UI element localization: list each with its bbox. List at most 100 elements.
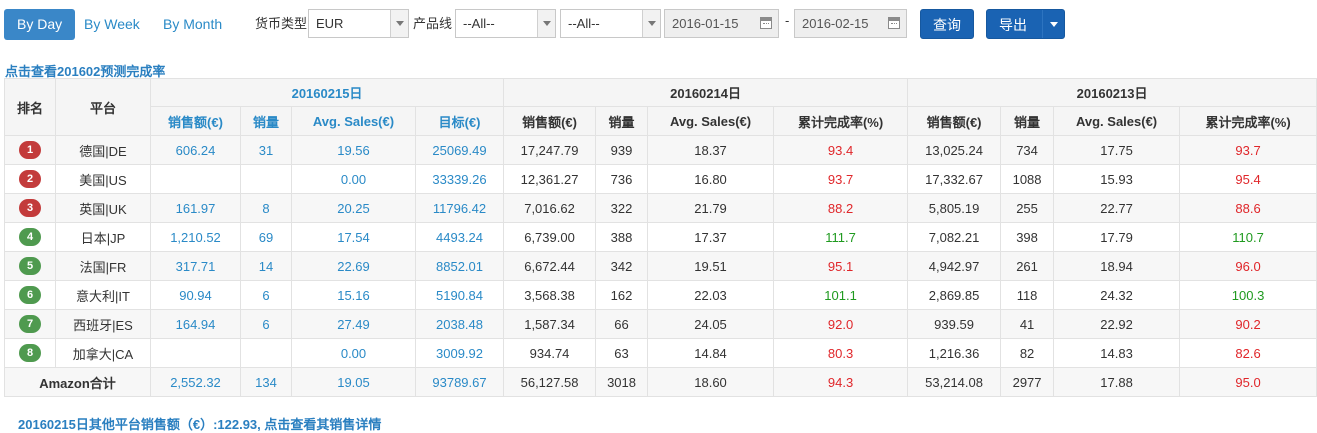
cell-sales: 7,082.21	[907, 222, 1002, 252]
cell-quantity: 118	[1000, 280, 1055, 310]
start-date-value: 2016-01-15	[672, 16, 739, 31]
filter-toolbar: By Day By Week By Month 货币类型 EUR 产品线 --A…	[0, 0, 1317, 48]
rank-badge: 8	[19, 344, 41, 362]
cell-quantity: 1088	[1000, 164, 1055, 194]
other-platforms-sales-link[interactable]: 20160215日其他平台销售额（€）:122.93, 点击查看其销售详情	[18, 417, 382, 432]
currency-select[interactable]: EUR	[308, 9, 409, 38]
cell-sales: 17,247.79	[503, 135, 597, 165]
cell-quantity: 342	[595, 251, 649, 281]
cell-quantity: 8	[240, 193, 292, 223]
cell-quantity: 134	[240, 367, 292, 397]
rank-cell: 2	[4, 164, 56, 194]
cell-avg-sales: 19.05	[291, 367, 416, 397]
cell-platform: 德国|DE	[55, 135, 151, 165]
cell-completion-rate: 96.0	[1179, 251, 1317, 281]
tab-by-day[interactable]: By Day	[4, 9, 76, 40]
cell-quantity: 255	[1000, 193, 1055, 223]
cell-target: 11796.42	[414, 193, 505, 223]
cell-avg-sales: 22.92	[1053, 309, 1181, 339]
calendar-icon[interactable]	[760, 17, 772, 29]
rank-cell: 1	[4, 135, 56, 165]
cell-sales[interactable]	[150, 338, 241, 368]
cell-completion-rate: 93.4	[773, 135, 909, 165]
cell-sales: 53,214.08	[907, 367, 1002, 397]
start-date-input[interactable]: 2016-01-15	[664, 9, 779, 38]
cell-completion-rate: 93.7	[773, 164, 909, 194]
total-row: Amazon合计 2,552.32 134 19.05 93789.67 56,127.5…	[4, 367, 1317, 397]
export-button-label: 导出	[999, 17, 1027, 33]
table-row: 2 美国|US 0.00 33339.26 12,361.27 736 16.80 93.7 1…	[4, 164, 1317, 194]
cell-quantity: 398	[1000, 222, 1055, 252]
sales-table: 排名 平台 20160215日 20160214日 20160213日 销售额(…	[4, 78, 1317, 397]
cell-sales[interactable]: 164.94	[150, 309, 241, 339]
cell-avg-sales: 17.88	[1053, 367, 1181, 397]
table-row: 4 日本|JP 1,210.52 69 17.54 4493.24 6,739.00 388 1…	[4, 222, 1317, 252]
rank-cell: 5	[4, 251, 56, 281]
cell-quantity: 734	[1000, 135, 1055, 165]
col-header-sales[interactable]: 销售额(€)	[150, 106, 241, 136]
cell-quantity: 162	[595, 280, 649, 310]
rank-header: 排名	[4, 78, 56, 136]
forecast-completion-link[interactable]: 点击查看201602预测完成率	[5, 64, 166, 79]
end-date-value: 2016-02-15	[802, 16, 869, 31]
cell-quantity: 939	[595, 135, 649, 165]
cell-avg-sales: 19.51	[647, 251, 775, 281]
cell-avg-sales: 17.79	[1053, 222, 1181, 252]
cell-sales: 934.74	[503, 338, 597, 368]
cell-target: 93789.67	[414, 367, 505, 397]
cell-completion-rate: 82.6	[1179, 338, 1317, 368]
export-dropdown-toggle[interactable]	[1042, 10, 1064, 38]
cell-sales: 6,672.44	[503, 251, 597, 281]
product-line-select[interactable]: --All--	[455, 9, 556, 38]
cell-sales[interactable]: 161.97	[150, 193, 241, 223]
cell-quantity: 322	[595, 193, 649, 223]
rank-badge: 5	[19, 257, 41, 275]
cell-sales: 7,016.62	[503, 193, 597, 223]
cell-sales[interactable]: 317.71	[150, 251, 241, 281]
chevron-down-icon	[537, 10, 555, 37]
cell-sales[interactable]: 1,210.52	[150, 222, 241, 252]
tab-by-month[interactable]: By Month	[163, 16, 223, 32]
rank-cell: 3	[4, 193, 56, 223]
cell-target: 4493.24	[414, 222, 505, 252]
cell-quantity: 31	[240, 135, 292, 165]
cell-target: 5190.84	[414, 280, 505, 310]
rank-cell: 7	[4, 309, 56, 339]
cell-sales: 5,805.19	[907, 193, 1002, 223]
tab-by-week[interactable]: By Week	[84, 16, 140, 32]
sub-category-select[interactable]: --All--	[560, 9, 661, 38]
cell-quantity: 14	[240, 251, 292, 281]
cell-sales[interactable]: 90.94	[150, 280, 241, 310]
cell-completion-rate: 93.7	[1179, 135, 1317, 165]
cell-quantity: 736	[595, 164, 649, 194]
cell-avg-sales: 24.32	[1053, 280, 1181, 310]
cell-sales: 17,332.67	[907, 164, 1002, 194]
rank-badge: 3	[19, 199, 41, 217]
cell-target: 3009.92	[414, 338, 505, 368]
cell-sales[interactable]	[150, 164, 241, 194]
cell-avg-sales: 18.94	[1053, 251, 1181, 281]
cell-avg-sales: 18.60	[647, 367, 775, 397]
cell-completion-rate: 95.1	[773, 251, 909, 281]
cell-sales: 12,361.27	[503, 164, 597, 194]
export-button[interactable]: 导出	[986, 9, 1065, 39]
col-header-avg-sales[interactable]: Avg. Sales(€)	[291, 106, 416, 136]
end-date-input[interactable]: 2016-02-15	[794, 9, 907, 38]
query-button[interactable]: 查询	[920, 9, 974, 39]
cell-avg-sales: 17.54	[291, 222, 416, 252]
table-row: 1 德国|DE 606.24 31 19.56 25069.49 17,247.79 939 1…	[4, 135, 1317, 165]
cell-sales: 1,216.36	[907, 338, 1002, 368]
col-header-completion-rate: 累计完成率(%)	[773, 106, 909, 136]
calendar-icon[interactable]	[888, 17, 900, 29]
cell-sales[interactable]: 606.24	[150, 135, 241, 165]
rank-badge: 7	[19, 315, 41, 333]
cell-avg-sales: 16.80	[647, 164, 775, 194]
cell-quantity: 82	[1000, 338, 1055, 368]
cell-completion-rate: 80.3	[773, 338, 909, 368]
col-header-target[interactable]: 目标(€)	[414, 106, 505, 136]
cell-quantity	[240, 164, 292, 194]
col-header-quantity[interactable]: 销量	[240, 106, 292, 136]
cell-avg-sales: 22.69	[291, 251, 416, 281]
cell-platform: 英国|UK	[55, 193, 151, 223]
cell-quantity: 388	[595, 222, 649, 252]
